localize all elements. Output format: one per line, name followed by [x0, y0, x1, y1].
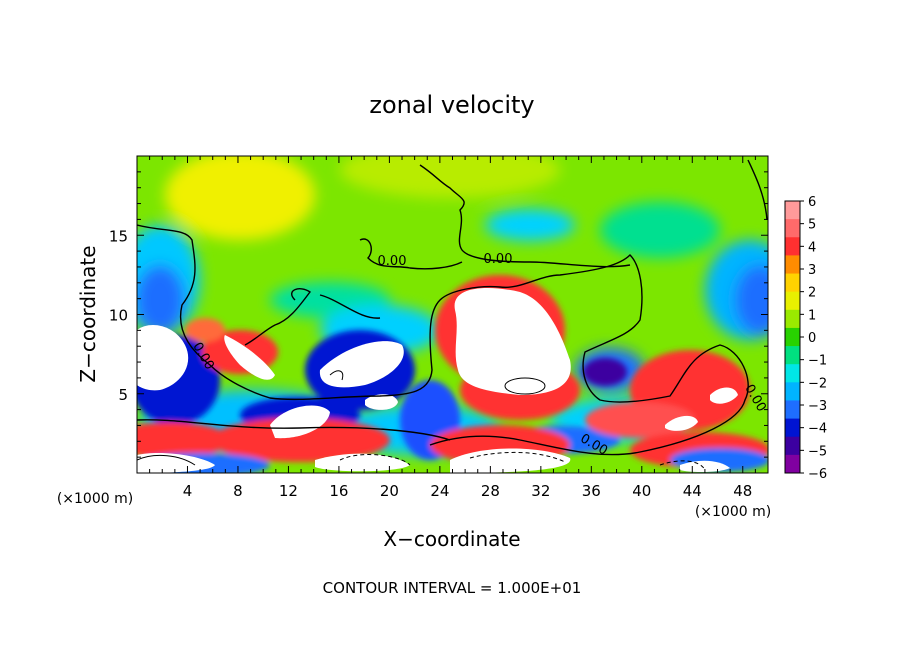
colorbar-swatch	[785, 346, 800, 365]
x-tick-label: 28	[481, 482, 500, 500]
colorbar-swatch	[785, 255, 800, 275]
colorbar-swatch	[785, 327, 800, 347]
colorbar-tick-label: 1	[808, 308, 816, 323]
x-tick-label: 44	[683, 482, 702, 500]
colorbar-swatch	[785, 237, 800, 256]
colorbar-tick-label: −4	[808, 422, 827, 437]
x-tick-label: 40	[632, 482, 651, 500]
colorbar-tick-label: −3	[808, 399, 827, 414]
x-axis: 4 8 12 16 20 24 28 32 36 40 44 48	[149, 156, 756, 500]
contour-label: 0.00	[484, 252, 513, 267]
colorbar-tick-label: 5	[808, 218, 816, 233]
x-tick-label: 4	[183, 482, 193, 500]
chart-title: zonal velocity	[369, 91, 534, 119]
y-tick-label: 15	[109, 227, 128, 245]
colorbar-tick-label: −1	[808, 354, 827, 369]
x-tick-label: 8	[233, 482, 243, 500]
x-tick-label: 16	[329, 482, 348, 500]
colorbar: 6 5 4 3 2 1 0 −1 −2 −3 −4 −5 −6	[784, 195, 827, 482]
y-tick-label: 10	[109, 307, 128, 325]
colorbar-swatch	[785, 273, 800, 293]
colorbar-swatch	[785, 436, 800, 456]
x-tick-label: 12	[279, 482, 298, 500]
y-axis-label: Z−coordinate	[76, 245, 100, 382]
x-tick-label: 20	[380, 482, 399, 500]
contour-label: 0.00	[378, 254, 407, 269]
x-tick-label: 24	[430, 482, 449, 500]
x-axis-unit-left: (×1000 m)	[57, 491, 133, 507]
x-tick-label: 36	[582, 482, 601, 500]
colorbar-swatch	[785, 400, 800, 420]
colorbar-swatch	[785, 201, 800, 220]
colorbar-tick-label: 0	[808, 331, 816, 346]
colorbar-swatch	[785, 291, 800, 311]
colorbar-swatch	[785, 454, 800, 474]
colorbar-tick-label: 4	[808, 240, 816, 255]
colorbar-tick-label: −6	[808, 467, 827, 482]
colorbar-tick-label: −2	[808, 376, 827, 391]
x-axis-unit-right: (×1000 m)	[695, 504, 771, 520]
colorbar-tick-label: 3	[808, 263, 816, 278]
colorbar-tick-label: 6	[808, 195, 816, 210]
colorbar-swatch	[785, 382, 800, 401]
x-tick-label: 32	[531, 482, 550, 500]
x-tick-label: 48	[733, 482, 752, 500]
y-tick-label: 5	[118, 386, 128, 404]
y-axis: 5 10 15	[109, 171, 768, 458]
heatmap-field	[137, 156, 768, 473]
colorbar-swatch	[785, 219, 800, 238]
x-axis-label: X−coordinate	[383, 527, 520, 551]
contour-interval-note: CONTOUR INTERVAL = 1.000E+01	[323, 579, 582, 597]
colorbar-swatch	[785, 309, 800, 329]
colorbar-tick-label: 2	[808, 286, 816, 301]
colorbar-tick-label: −5	[808, 444, 827, 459]
colorbar-swatch	[785, 418, 800, 438]
colorbar-swatch	[785, 364, 800, 383]
